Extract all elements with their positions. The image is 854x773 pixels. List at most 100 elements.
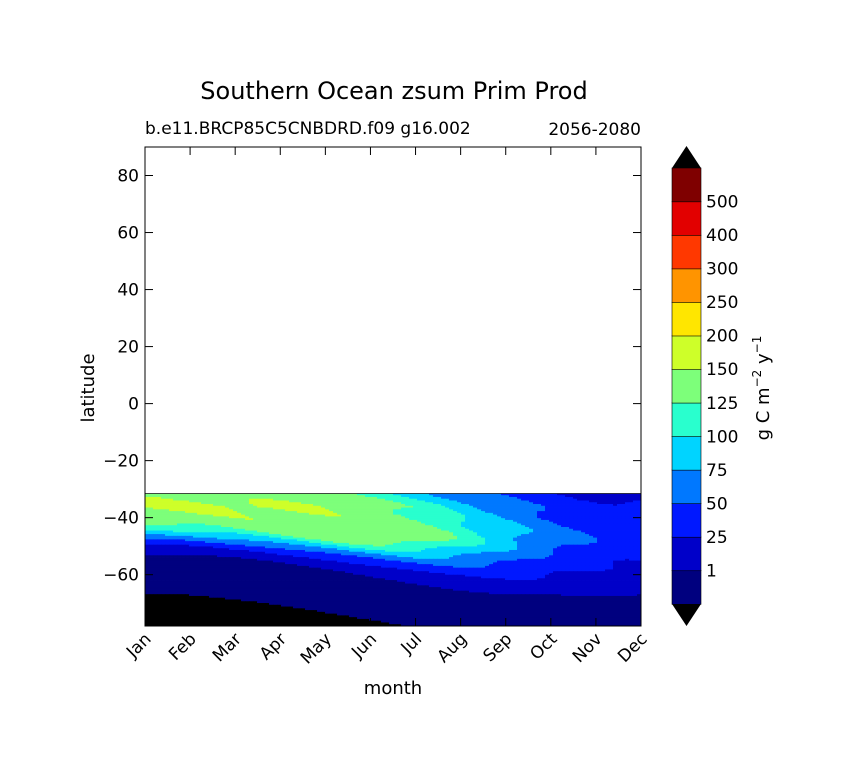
contour-cell [425,518,430,521]
contour-cell [549,512,554,516]
contour-cell [441,498,446,501]
contour-cell [153,509,158,512]
contour-cell [169,562,174,565]
contour-cell [569,532,574,535]
contour-cell [269,562,274,565]
contour-cell [429,562,434,565]
contour-cell [145,542,150,546]
contour-cell [365,495,370,498]
contour-cell [245,539,250,542]
contour-cell [389,532,394,535]
contour-cell [545,548,550,551]
contour-cell [473,514,478,517]
contour-cell [493,514,498,517]
contour-cell [353,544,358,547]
contour-cell [457,502,462,505]
contour-cell [169,537,174,540]
contour-cell [349,511,354,514]
contour-cell [461,496,466,500]
contour-cell [593,521,598,524]
contour-cell [425,527,430,530]
contour-cell [209,504,214,507]
contour-cell [173,537,178,540]
contour-cell [501,521,506,524]
contour-cell [341,516,346,519]
contour-cell [173,511,178,514]
contour-cell [485,518,490,521]
contour-cell [413,560,418,563]
contour-cell [177,514,182,517]
contour-cell [517,534,522,537]
contour-cell [617,530,622,533]
contour-cell [301,537,306,540]
contour-cell [461,500,466,503]
contour-cell [457,542,462,546]
contour-cell [161,516,166,519]
contour-cell [401,553,406,556]
contour-cell [577,523,582,526]
contour-cell [329,512,334,516]
contour-cell [605,505,610,508]
contour-cell [585,558,590,561]
contour-cell [225,560,230,563]
contour-cell [337,555,342,558]
contour-cell [465,530,470,533]
contour-cell [509,512,514,516]
contour-cell [377,541,382,544]
contour-cell [193,519,198,523]
contour-cell [221,512,226,516]
contour-cell [205,505,210,508]
contour-cell [337,539,342,542]
contour-cell [145,500,150,503]
contour-cell [345,504,350,507]
contour-cell [205,523,210,526]
contour-cell [389,549,394,553]
contour-cell [585,516,590,519]
contour-cell [341,504,346,507]
contour-cell [557,493,562,496]
contour-cell [253,514,258,517]
contour-cell [161,505,166,508]
contour-cell [321,542,326,546]
contour-cell [477,532,482,535]
contour-cell [513,505,518,508]
contour-cell [553,562,558,565]
contour-cell [461,537,466,540]
contour-cell [145,504,150,507]
contour-cell [353,496,358,500]
contour-cell [301,525,306,528]
contour-cell [293,500,298,503]
contour-cell [173,504,178,507]
contour-cell [149,562,154,565]
contour-cell [449,519,454,523]
contour-cell [397,558,402,561]
contour-cell [369,525,374,528]
contour-cell [317,549,322,553]
contour-cell [433,527,438,530]
contour-cell [481,500,486,503]
contour-cell [273,532,278,535]
contour-cell [189,548,194,551]
contour-cell [409,500,414,503]
contour-cell [629,521,634,524]
contour-cell [341,512,346,516]
contour-cell [233,558,238,561]
contour-cell [581,539,586,542]
contour-cell [445,523,450,526]
contour-cell [161,541,166,544]
contour-cell [513,537,518,540]
contour-cell [629,549,634,553]
contour-cell [277,523,282,526]
contour-cell [249,541,254,544]
contour-cell [537,525,542,528]
contour-cell [369,528,374,531]
contour-cell [209,557,214,560]
contour-cell [529,493,534,496]
contour-cell [517,537,522,540]
contour-cell [397,549,402,553]
contour-cell [257,564,262,567]
contour-cell [221,562,226,565]
contour-cell [561,530,566,533]
contour-cell [573,519,578,523]
contour-cell [185,560,190,563]
